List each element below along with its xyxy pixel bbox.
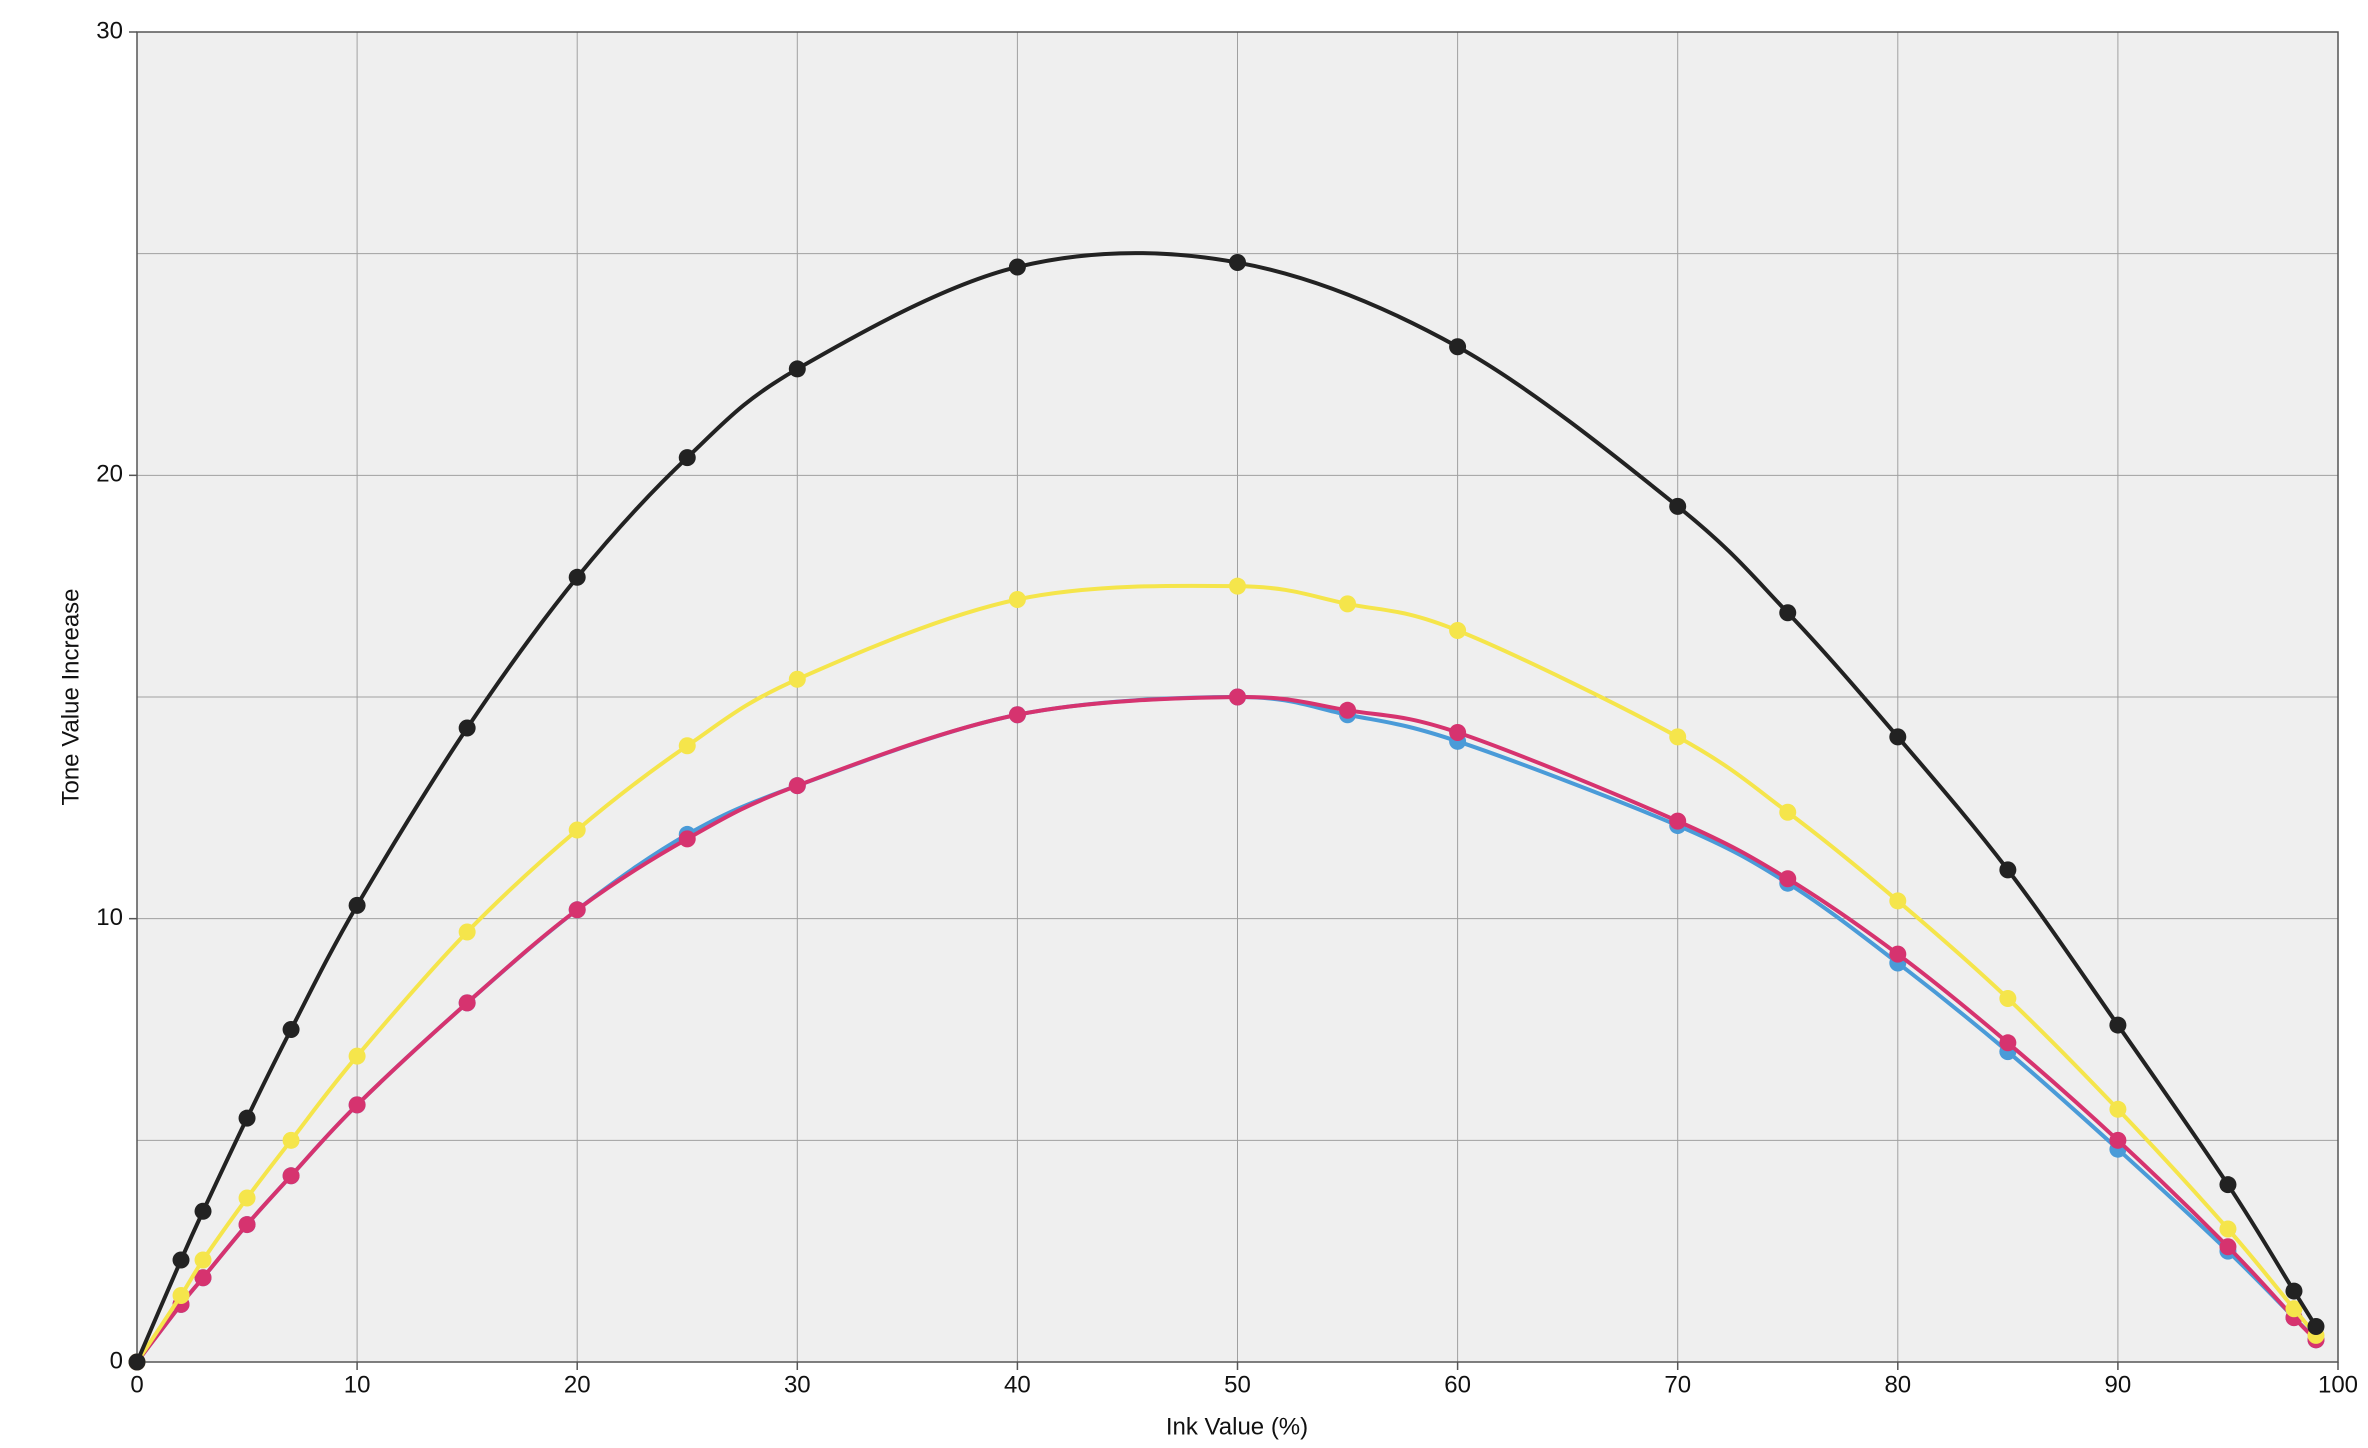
data-point <box>238 1109 256 1127</box>
x-tick-label: 50 <box>1224 1371 1251 1398</box>
data-point <box>1008 258 1026 276</box>
data-point <box>678 737 696 755</box>
x-tick-label: 10 <box>344 1371 371 1398</box>
data-point <box>678 830 696 848</box>
data-point <box>1779 604 1797 622</box>
x-tick-label: 60 <box>1444 1371 1471 1398</box>
data-point <box>568 901 586 919</box>
data-point <box>568 568 586 586</box>
data-point <box>1008 590 1026 608</box>
data-point <box>1669 728 1687 746</box>
data-point <box>2109 1100 2127 1118</box>
data-point <box>1669 812 1687 830</box>
x-tick-label: 20 <box>564 1371 591 1398</box>
data-point <box>1779 870 1797 888</box>
x-axis-label: Ink Value (%) <box>1166 1413 1308 1440</box>
y-axis-label: Tone Value Increase <box>57 588 84 805</box>
y-tick-label: 20 <box>96 461 123 488</box>
data-point <box>1889 892 1907 910</box>
data-point <box>1669 497 1687 515</box>
data-point <box>678 449 696 467</box>
data-point <box>348 1047 366 1065</box>
y-tick-label: 0 <box>110 1347 123 1374</box>
plot-border <box>136 31 2339 1363</box>
data-point <box>1339 595 1357 613</box>
data-point <box>194 1251 212 1269</box>
x-tick-label: 80 <box>1884 1371 1911 1398</box>
data-point <box>1779 803 1797 821</box>
data-point <box>1889 945 1907 963</box>
series-line <box>135 583 2318 1364</box>
data-point <box>128 1353 146 1371</box>
data-point <box>2109 1131 2127 1149</box>
data-point <box>1229 254 1246 272</box>
y-tick-label: 10 <box>96 904 123 931</box>
data-point <box>1008 706 1026 724</box>
data-point <box>1999 1034 2017 1052</box>
data-point <box>1339 701 1357 719</box>
x-tick-label: 100 <box>2318 1371 2358 1398</box>
data-point <box>2285 1282 2303 1300</box>
data-point <box>1229 577 1246 595</box>
data-point <box>1999 989 2017 1007</box>
data-point <box>282 1021 300 1038</box>
x-tick-label: 0 <box>130 1371 143 1398</box>
data-point <box>1229 688 1246 706</box>
x-tick-label: 30 <box>784 1371 811 1398</box>
x-tick-label: 40 <box>1004 1371 1031 1398</box>
data-point <box>2219 1238 2237 1256</box>
data-point <box>568 821 586 839</box>
data-point <box>282 1167 300 1185</box>
data-point <box>238 1216 256 1234</box>
data-point <box>348 1096 366 1114</box>
data-point <box>1999 861 2017 879</box>
data-point <box>172 1251 190 1269</box>
data-point <box>2307 1318 2325 1336</box>
data-point <box>1449 338 1467 356</box>
data-point <box>788 360 806 378</box>
data-point <box>238 1189 256 1207</box>
data-point <box>194 1269 212 1287</box>
x-tick-label: 90 <box>2105 1371 2132 1398</box>
data-point <box>1449 622 1467 639</box>
data-point <box>172 1287 190 1304</box>
data-point <box>788 777 806 795</box>
data-point <box>1889 728 1907 746</box>
data-point <box>194 1202 212 1220</box>
data-point <box>458 923 476 941</box>
data-point <box>2219 1220 2237 1238</box>
data-point <box>1449 723 1467 741</box>
data-point <box>282 1131 300 1149</box>
data-point <box>2109 1016 2127 1034</box>
data-point <box>348 896 366 914</box>
series-line <box>135 694 2318 1364</box>
data-point <box>2219 1176 2237 1194</box>
x-tick-label: 70 <box>1664 1371 1691 1398</box>
y-tick-label: 30 <box>96 17 123 44</box>
data-point <box>458 994 476 1012</box>
data-point <box>458 719 476 737</box>
data-point <box>788 670 806 688</box>
data-point <box>2285 1300 2303 1318</box>
